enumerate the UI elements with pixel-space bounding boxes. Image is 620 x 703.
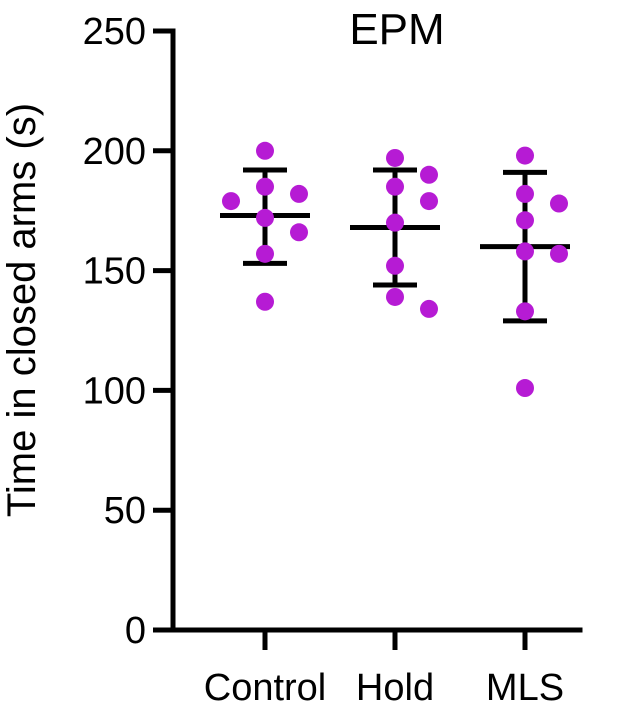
- data-point: [386, 213, 404, 232]
- y-axis-label: Time in closed arms (s): [0, 103, 44, 517]
- axes: [170, 28, 583, 633]
- y-tick-label: 50: [104, 490, 146, 532]
- data-point: [386, 256, 404, 275]
- data-points: [222, 141, 568, 398]
- data-point: [420, 299, 438, 318]
- data-point: [256, 141, 274, 160]
- data-point: [256, 292, 274, 311]
- y-tick-label: 0: [125, 610, 146, 652]
- data-point: [386, 177, 404, 196]
- data-point: [516, 242, 534, 261]
- data-point: [420, 192, 438, 211]
- y-tick-label: 150: [83, 251, 146, 293]
- x-ticks: Control Hold MLS: [204, 630, 564, 703]
- chart-title: EPM: [349, 5, 444, 54]
- x-tick-label: Hold: [356, 667, 434, 703]
- data-point: [256, 177, 274, 196]
- y-tick-label: 100: [83, 370, 146, 412]
- data-point: [290, 184, 308, 203]
- data-point: [256, 208, 274, 227]
- data-point: [222, 192, 240, 211]
- data-point: [550, 194, 568, 213]
- data-point: [386, 287, 404, 306]
- data-point: [386, 148, 404, 167]
- x-tick-label: Control: [204, 667, 327, 703]
- y-tick-label: 200: [83, 131, 146, 173]
- data-point: [516, 379, 534, 398]
- y-tick-label: 250: [83, 11, 146, 53]
- data-point: [550, 244, 568, 263]
- data-point: [290, 223, 308, 242]
- data-point: [516, 146, 534, 165]
- data-point: [420, 165, 438, 184]
- data-point: [516, 302, 534, 321]
- data-point: [256, 244, 274, 263]
- data-point: [516, 211, 534, 230]
- x-tick-label: MLS: [486, 667, 564, 703]
- y-ticks: 0 50 100 150 200 250: [83, 11, 173, 652]
- data-point: [516, 184, 534, 203]
